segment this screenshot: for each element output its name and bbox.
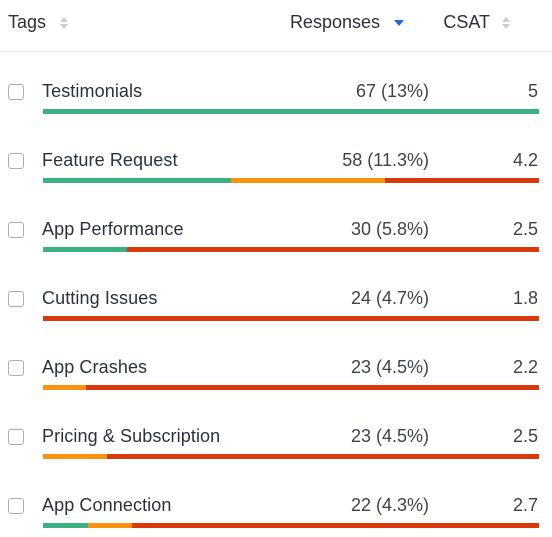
sentiment-segment-positive [43,247,128,252]
csat-value: 2.2 [512,357,538,377]
sort-down-icon [60,23,69,29]
sentiment-segment-neutral [231,178,386,183]
sentiment-bar [43,247,539,252]
sentiment-segment-neutral [43,385,87,390]
tag-name[interactable]: Cutting Issues [42,288,158,308]
csat-value: 5 [527,81,538,101]
sentiment-segment-positive [43,523,88,528]
sentiment-segment-negative [132,523,539,528]
responses-value: 24 (4.7%) [350,288,429,308]
table-row[interactable]: Feature Request 58 (11.3%) 4.2 [0,144,552,213]
tag-name[interactable]: App Crashes [42,357,148,377]
sort-descending-icon[interactable] [394,14,404,32]
row-checkbox[interactable] [8,222,24,238]
responses-value: 23 (4.5%) [350,426,429,446]
sort-icon[interactable] [502,14,512,32]
sort-down-active-icon [394,19,404,26]
sentiment-bar [43,109,539,114]
sentiment-bar [43,385,539,390]
sort-up-icon [502,16,510,22]
sentiment-segment-negative [385,178,539,183]
sentiment-segment-neutral [43,454,108,459]
responses-value: 23 (4.5%) [350,357,429,377]
sort-up-icon [60,16,69,22]
csat-value: 1.8 [512,288,538,308]
table-row[interactable]: Cutting Issues 24 (4.7%) 1.8 [0,282,552,351]
row-checkbox[interactable] [8,360,24,376]
table-header: Tags Responses CSAT [0,0,552,52]
tags-header-label: Tags [8,12,47,32]
responses-value: 30 (5.8%) [350,219,429,239]
table-row[interactable]: Testimonials 67 (13%) 5 [0,75,552,144]
row-checkbox[interactable] [8,291,24,307]
responses-header-label: Responses [289,12,380,32]
responses-value: 58 (11.3%) [342,150,429,170]
row-checkbox[interactable] [8,498,24,514]
tag-name[interactable]: App Performance [42,219,184,239]
table-row[interactable]: App Connection 22 (4.3%) 2.7 [0,489,552,537]
row-checkbox[interactable] [8,429,24,445]
sentiment-segment-positive [43,109,539,114]
row-checkbox[interactable] [8,153,24,169]
csat-header-label: CSAT [443,12,490,32]
sentiment-segment-negative [127,247,539,252]
column-header-tags[interactable]: Tags [8,12,70,33]
table-row[interactable]: App Performance 30 (5.8%) 2.5 [0,213,552,282]
sort-icon[interactable] [60,14,70,32]
sort-down-icon [502,23,510,29]
csat-value: 2.7 [512,495,538,515]
sentiment-bar [43,316,539,321]
tag-name[interactable]: Pricing & Subscription [42,426,221,446]
table-row[interactable]: App Crashes 23 (4.5%) 2.2 [0,351,552,420]
csat-value: 2.5 [512,426,538,446]
responses-value: 22 (4.3%) [350,495,429,515]
row-checkbox[interactable] [8,84,24,100]
sentiment-segment-neutral [87,523,133,528]
sentiment-segment-positive [43,178,232,183]
tag-name[interactable]: App Connection [42,495,172,515]
column-header-responses[interactable]: Responses [290,12,404,33]
sentiment-bar [43,178,539,183]
sentiment-bar [43,454,539,459]
tag-name[interactable]: Testimonials [42,81,143,101]
csat-value: 4.2 [512,150,538,170]
sentiment-segment-negative [43,316,539,321]
csat-value: 2.5 [512,219,538,239]
responses-value: 67 (13%) [355,81,429,101]
sentiment-segment-negative [107,454,539,459]
sentiment-bar [43,523,539,528]
column-header-csat[interactable]: CSAT [443,12,512,33]
table-row[interactable]: Pricing & Subscription 23 (4.5%) 2.5 [0,420,552,489]
sentiment-segment-negative [86,385,539,390]
tag-name[interactable]: Feature Request [42,150,178,170]
